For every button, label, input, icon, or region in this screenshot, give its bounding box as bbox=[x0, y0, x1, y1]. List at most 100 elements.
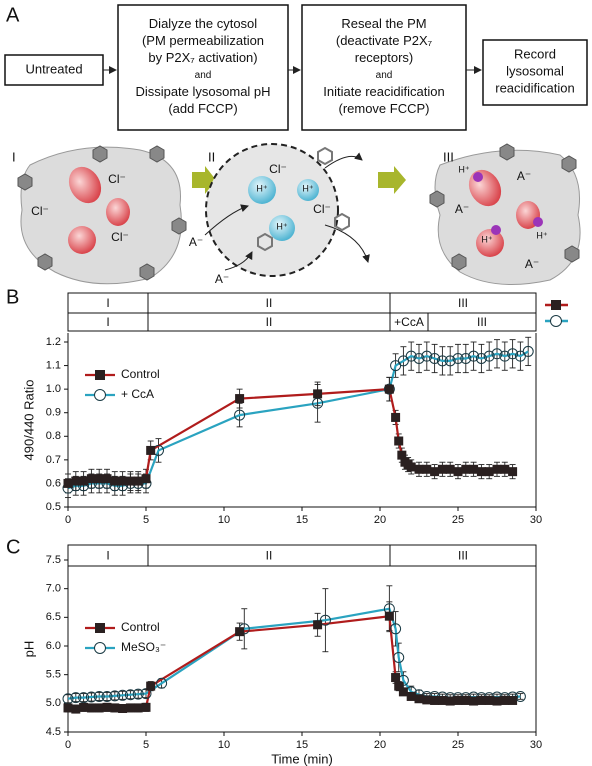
marker bbox=[391, 673, 401, 683]
marker bbox=[146, 445, 156, 455]
marker bbox=[492, 696, 502, 706]
marker bbox=[390, 623, 402, 635]
x-tick-label: 30 bbox=[530, 514, 542, 526]
legend-label: Control bbox=[121, 620, 160, 634]
marker bbox=[406, 462, 416, 472]
marker bbox=[132, 688, 144, 700]
marker bbox=[102, 474, 112, 484]
phase-label: II bbox=[266, 296, 273, 310]
marker bbox=[109, 690, 121, 702]
x-tick-label: 15 bbox=[296, 739, 308, 751]
x-tick-label: 5 bbox=[143, 739, 149, 751]
marker bbox=[391, 412, 401, 422]
marker bbox=[500, 464, 510, 474]
x-tick-label: 0 bbox=[65, 514, 71, 526]
ion-label: Cl⁻ bbox=[111, 230, 129, 244]
marker bbox=[141, 702, 151, 712]
y-tick-label: 0.8 bbox=[46, 430, 61, 442]
ion-label: A⁻ bbox=[189, 235, 203, 249]
step-text: Dissipate lysosomal pH bbox=[135, 84, 270, 99]
pumps bbox=[473, 172, 543, 235]
phase-row bbox=[67, 544, 537, 567]
marker bbox=[141, 474, 151, 484]
phase-label: II bbox=[266, 315, 273, 329]
marker bbox=[125, 703, 135, 713]
y-tick-label: 0.9 bbox=[46, 407, 61, 419]
y-axis-label: 490/440 Ratio bbox=[21, 380, 36, 461]
marker bbox=[461, 464, 471, 474]
y-tick-label: 5.5 bbox=[46, 669, 61, 681]
lysosome bbox=[476, 229, 504, 257]
marker bbox=[63, 478, 73, 488]
legend-label: Control bbox=[121, 367, 160, 381]
y-tick-label: 0.6 bbox=[46, 477, 61, 489]
x-tick-label: 30 bbox=[530, 739, 542, 751]
y-tick-label: 7.0 bbox=[46, 583, 61, 595]
marker bbox=[85, 691, 97, 703]
ion-label: Cl⁻ bbox=[313, 202, 331, 216]
marker bbox=[393, 651, 405, 663]
y-tick-label: 4.5 bbox=[46, 726, 61, 738]
x-tick-label: 15 bbox=[296, 514, 308, 526]
marker bbox=[484, 695, 494, 705]
phase-legend bbox=[545, 300, 568, 327]
marker bbox=[94, 703, 104, 713]
marker bbox=[102, 702, 112, 712]
marker bbox=[78, 692, 90, 704]
marker bbox=[133, 476, 143, 486]
marker bbox=[384, 611, 394, 621]
x-tick-label: 0 bbox=[65, 739, 71, 751]
step-text: Untreated bbox=[25, 61, 82, 76]
marker bbox=[146, 681, 156, 691]
marker bbox=[124, 689, 136, 701]
y-tick-label: 0.5 bbox=[46, 501, 61, 513]
marker bbox=[71, 476, 81, 486]
step-text: lysosomal bbox=[506, 63, 564, 78]
ion-label: H⁺ bbox=[276, 221, 287, 231]
marker bbox=[110, 476, 120, 486]
receptors bbox=[17, 145, 187, 281]
y-tick-label: 6.5 bbox=[46, 611, 61, 623]
marker bbox=[468, 350, 480, 362]
marker bbox=[319, 614, 331, 626]
marker bbox=[101, 690, 113, 702]
ion-label: H⁺ bbox=[481, 234, 492, 244]
legend-marker bbox=[94, 642, 106, 654]
marker bbox=[397, 450, 407, 460]
permeabilized-cell bbox=[205, 143, 339, 277]
ion-label: A⁻ bbox=[525, 257, 539, 271]
marker bbox=[86, 474, 96, 484]
phase-label: I bbox=[106, 315, 109, 329]
step-text: Reseal the PM bbox=[341, 16, 426, 31]
marker bbox=[94, 474, 104, 484]
x-tick-label: 25 bbox=[452, 739, 464, 751]
marker bbox=[507, 348, 519, 360]
stage-arrow bbox=[378, 166, 406, 194]
ion-label: H⁺ bbox=[458, 164, 469, 174]
phase-label: I bbox=[106, 296, 109, 310]
marker bbox=[118, 703, 128, 713]
lysosome bbox=[68, 226, 96, 254]
marker bbox=[437, 464, 447, 474]
step-box bbox=[117, 4, 289, 131]
step-text: Initiate reacidification bbox=[323, 84, 444, 99]
y-tick-label: 5.0 bbox=[46, 697, 61, 709]
y-tick-label: 0.7 bbox=[46, 454, 61, 466]
marker bbox=[522, 345, 534, 357]
ion-label: H⁺ bbox=[256, 183, 267, 193]
marker bbox=[469, 464, 479, 474]
stage-label: I bbox=[12, 149, 16, 164]
ion-label: Cl⁻ bbox=[269, 162, 287, 176]
x-tick-label: 5 bbox=[143, 514, 149, 526]
marker bbox=[234, 409, 246, 421]
panel-label: B bbox=[6, 286, 19, 308]
marker bbox=[93, 690, 105, 702]
y-tick-label: 7.5 bbox=[46, 554, 61, 566]
step-text: (add FCCP) bbox=[168, 101, 237, 116]
marker bbox=[437, 695, 447, 705]
marker bbox=[445, 464, 455, 474]
marker bbox=[476, 467, 486, 477]
y-tick-label: 1.2 bbox=[46, 336, 61, 348]
stage-label: III bbox=[443, 149, 454, 164]
marker bbox=[491, 348, 503, 360]
